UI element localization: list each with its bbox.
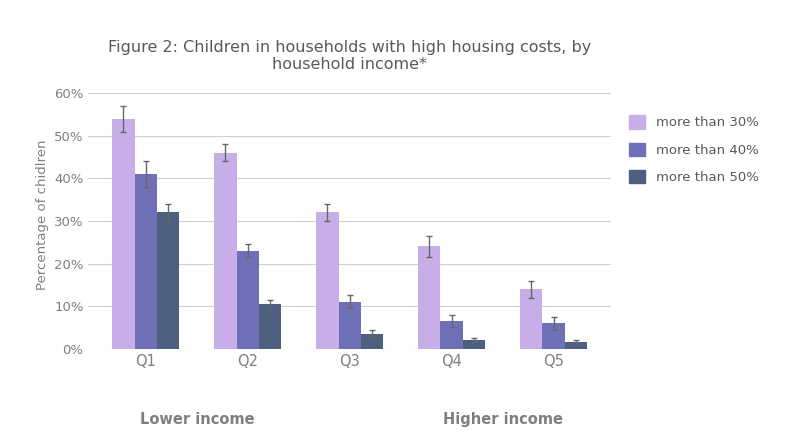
Bar bbox=[236, 251, 259, 349]
Bar bbox=[361, 334, 383, 349]
Title: Figure 2: Children in households with high housing costs, by
household income*: Figure 2: Children in households with hi… bbox=[108, 40, 591, 72]
Bar bbox=[157, 212, 179, 349]
Bar bbox=[542, 323, 565, 349]
Text: Higher income: Higher income bbox=[442, 412, 562, 427]
Bar bbox=[565, 342, 586, 349]
Y-axis label: Percentage of chidlren: Percentage of chidlren bbox=[35, 139, 48, 290]
Legend: more than 30%, more than 40%, more than 50%: more than 30%, more than 40%, more than … bbox=[622, 109, 764, 191]
Bar bbox=[316, 212, 338, 349]
Bar bbox=[440, 321, 463, 349]
Bar bbox=[214, 153, 236, 349]
Bar bbox=[463, 340, 485, 349]
Bar bbox=[338, 302, 361, 349]
Bar bbox=[134, 174, 157, 349]
Bar bbox=[259, 304, 281, 349]
Bar bbox=[520, 289, 542, 349]
Bar bbox=[418, 246, 440, 349]
Bar bbox=[112, 119, 134, 349]
Text: Lower income: Lower income bbox=[140, 412, 254, 427]
